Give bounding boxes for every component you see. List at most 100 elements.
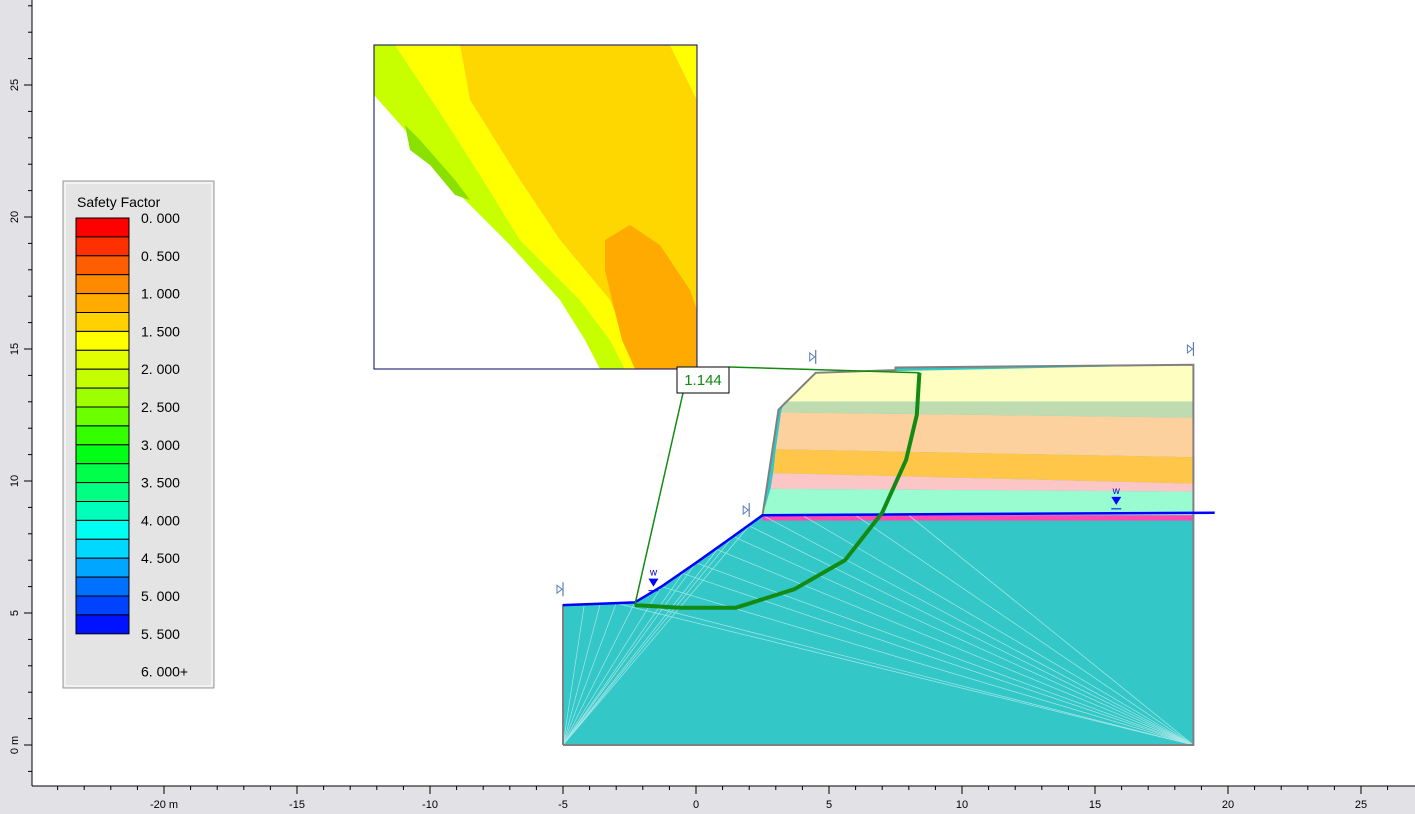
legend-label: 2. 500 — [141, 399, 180, 415]
boundary-marker-arrow — [809, 351, 816, 362]
legend-swatch — [75, 293, 130, 314]
y-tick-label: 10 — [9, 475, 21, 487]
legend-swatch — [75, 595, 130, 616]
x-tick-label: 10 — [956, 799, 968, 811]
x-axis-ticks: -20 m -15 -10 -5 0 5 10 15 20 25 — [57, 786, 1389, 811]
x-tick-label: -5 — [558, 799, 568, 811]
mesh-line — [562, 602, 636, 746]
mesh-line — [562, 603, 617, 746]
mesh-line — [717, 549, 1194, 746]
boundary-markers — [556, 342, 1195, 597]
legend-swatch — [75, 255, 130, 276]
legend-swatch — [75, 406, 130, 427]
legend-label: 4. 000 — [141, 512, 180, 528]
legend-swatch — [75, 274, 130, 295]
fs-label-frame — [676, 366, 730, 394]
legend-swatch — [75, 387, 130, 408]
y-tick-label: 5 — [9, 610, 21, 616]
legend-labels: 0. 000 0. 500 1. 000 1. 500 2. 000 2. 500 3. 0… — [141, 210, 188, 680]
x-tick-label: 5 — [826, 799, 832, 811]
contour-band-green — [405, 125, 470, 200]
mesh-line — [562, 549, 718, 746]
contour-band-yellow-corner — [670, 45, 697, 100]
legend-swatch — [75, 463, 130, 484]
legend-swatch — [75, 217, 130, 238]
mesh-line — [562, 525, 750, 746]
legend-swatches — [75, 217, 130, 635]
material-layer-1[interactable] — [783, 364, 1194, 402]
legend-label: 2. 000 — [141, 361, 180, 377]
critical-slip-surface[interactable] — [634, 372, 922, 610]
mesh-line — [733, 536, 1194, 746]
legend-swatch — [75, 519, 130, 540]
y-tick-label: 0 m — [9, 736, 21, 754]
material-layer-3[interactable] — [775, 412, 1194, 458]
legend-swatch — [75, 444, 130, 465]
mesh-lines — [562, 515, 1194, 746]
mesh-line — [562, 586, 662, 746]
material-layer-4[interactable] — [773, 449, 1194, 484]
mesh-line — [762, 515, 1194, 746]
water-table-marker — [648, 578, 659, 587]
legend-label: 5. 500 — [141, 626, 180, 642]
legend-swatch — [75, 425, 130, 446]
safety-factor-contour-window[interactable] — [373, 44, 698, 370]
boundary-marker-arrow — [1186, 343, 1194, 355]
mesh-line — [908, 515, 1194, 746]
material-layer-6[interactable] — [762, 488, 1194, 516]
mesh-line — [634, 602, 1194, 746]
x-tick-label: 15 — [1089, 799, 1101, 811]
min-factor-of-safety: 1.144 — [684, 372, 722, 389]
mesh-line — [562, 604, 585, 746]
mesh-line — [562, 573, 683, 746]
legend-label: 3. 500 — [141, 475, 180, 491]
mesh-line — [661, 586, 1194, 746]
legend-swatch — [75, 312, 130, 332]
legend-swatch — [75, 482, 130, 503]
legend-title: Safety Factor — [77, 194, 161, 210]
mesh-line — [562, 562, 697, 746]
slope-model[interactable] — [563, 364, 1194, 745]
water-table-marker — [1111, 496, 1122, 505]
legend-label: 1. 500 — [141, 323, 180, 339]
contour-band-orange — [605, 225, 697, 369]
legend-label: 0. 500 — [141, 248, 180, 264]
x-tick-label: 0 — [693, 799, 699, 811]
mesh-line — [802, 515, 1194, 746]
material-layer-5[interactable] — [770, 473, 1194, 492]
legend-label: 0. 000 — [141, 210, 180, 226]
material-layer-7[interactable] — [762, 515, 1194, 521]
legend-swatch — [75, 330, 130, 351]
material-layer-2[interactable] — [781, 401, 1194, 418]
safety-factor-legend[interactable]: Safety Factor 0. 000 0. 500 1. 000 1. 500 2.… — [62, 180, 215, 689]
water-marker-label: w — [649, 568, 658, 579]
mesh-line — [682, 573, 1194, 746]
legend-swatch — [75, 236, 130, 257]
legend-swatch — [75, 576, 130, 597]
slip-radius-lines — [634, 366, 920, 606]
x-tick-label: -10 — [422, 799, 438, 811]
mesh-line — [562, 603, 601, 746]
x-ruler[interactable] — [0, 786, 1415, 814]
boundary-marker-arrow — [742, 504, 750, 516]
mesh-line — [562, 536, 734, 746]
mesh-line — [855, 515, 1194, 746]
legend-label: 1. 000 — [141, 286, 180, 302]
contour-band-light-green — [374, 45, 625, 369]
legend-swatch — [75, 349, 130, 370]
water-table-line[interactable] — [562, 511, 1215, 607]
x-tick-label: -15 — [289, 799, 305, 811]
y-axis-ticks: 0 m 5 10 15 20 25 — [9, 5, 32, 772]
water-marker-label: w — [1112, 486, 1121, 497]
legend-label: 3. 000 — [141, 437, 180, 453]
legend-label: 6. 000+ — [141, 664, 188, 680]
legend-swatch — [75, 614, 130, 635]
legend-swatch — [75, 368, 130, 389]
x-tick-label: 25 — [1355, 799, 1367, 811]
boundary-marker-arrow — [556, 584, 563, 595]
fs-label-box[interactable]: 1.144 — [676, 366, 730, 394]
y-ruler[interactable] — [0, 0, 32, 814]
legend-swatch — [75, 501, 130, 521]
legend-swatch — [75, 538, 130, 559]
